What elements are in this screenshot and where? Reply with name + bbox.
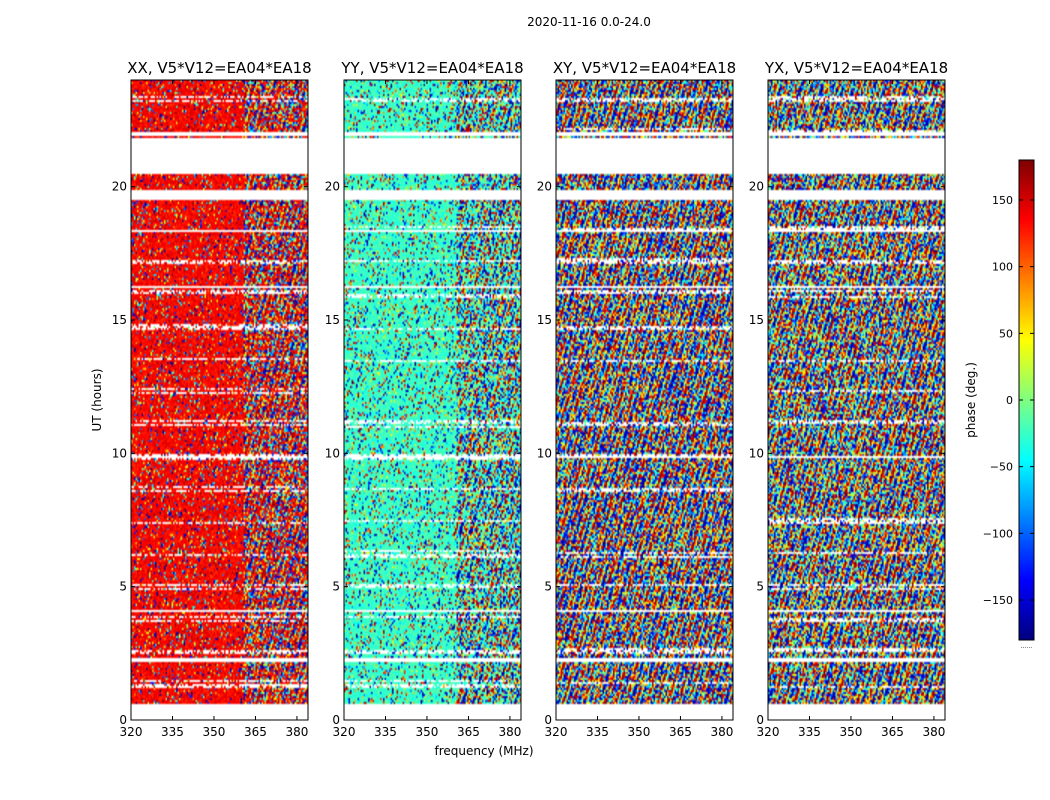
x-tick-label: 380 xyxy=(922,725,945,739)
y-tick-label: 0 xyxy=(756,713,764,727)
panel-title: YX, V5*V12=EA04*EA18 xyxy=(764,59,948,77)
x-tick-label: 335 xyxy=(586,725,609,739)
colorbar-tick-label: −50 xyxy=(990,461,1013,474)
x-axis-label: frequency (MHz) xyxy=(434,744,533,758)
x-tick-label: 365 xyxy=(244,725,267,739)
x-tick-label: 350 xyxy=(416,725,439,739)
x-tick-label: 380 xyxy=(710,725,733,739)
y-tick-label: 20 xyxy=(749,180,764,194)
y-tick-label: 15 xyxy=(112,313,127,327)
plot-frame xyxy=(767,79,946,721)
x-tick-label: 365 xyxy=(457,725,480,739)
heatmap-image xyxy=(768,80,945,720)
panel-title: XY, V5*V12=EA04*EA18 xyxy=(553,59,736,77)
colorbar-tick-label: 0 xyxy=(1006,394,1013,407)
y-tick-label: 15 xyxy=(325,313,340,327)
panels-group: XX, V5*V12=EA04*EA18 320 335 350 365 380 0 5 10 1… xyxy=(112,59,948,739)
y-tick-label: 15 xyxy=(537,313,552,327)
x-tick-label: 335 xyxy=(374,725,397,739)
plot-frame xyxy=(555,79,734,721)
panel-2: YY, V5*V12=EA04*EA18 320 335 350 365 380 0 5 10 1… xyxy=(325,59,524,739)
x-tick-label: 365 xyxy=(881,725,904,739)
figure-title: 2020-11-16 0.0-24.0 xyxy=(527,15,651,29)
y-tick-label: 10 xyxy=(537,446,552,460)
plot-frame xyxy=(343,79,522,721)
colorbar-tick-label: 150 xyxy=(992,194,1013,207)
panel-1: XX, V5*V12=EA04*EA18 320 335 350 365 380 0 5 10 1… xyxy=(112,59,312,739)
y-tick-label: 20 xyxy=(325,180,340,194)
x-tick-label: 365 xyxy=(669,725,692,739)
colorbar-tick-label: −150 xyxy=(983,594,1013,607)
y-tick-label: 5 xyxy=(119,580,127,594)
panel-4: YX, V5*V12=EA04*EA18 320 335 350 365 380 0 5 10 1… xyxy=(749,59,948,739)
y-tick-label: 0 xyxy=(332,713,340,727)
y-tick-label: 15 xyxy=(749,313,764,327)
x-tick-label: 335 xyxy=(798,725,821,739)
heatmap-image xyxy=(131,80,308,720)
panel-title: XX, V5*V12=EA04*EA18 xyxy=(127,59,311,77)
x-tick-label: 380 xyxy=(498,725,521,739)
y-tick-label: 20 xyxy=(537,180,552,194)
heatmap-image xyxy=(556,80,733,720)
x-tick-label: 335 xyxy=(161,725,184,739)
x-tick-label: 320 xyxy=(545,725,568,739)
y-tick-label: 10 xyxy=(112,446,127,460)
panel-title: YY, V5*V12=EA04*EA18 xyxy=(340,59,523,77)
y-tick-label: 10 xyxy=(325,446,340,460)
y-tick-label: 10 xyxy=(749,446,764,460)
x-tick-label: 350 xyxy=(628,725,651,739)
x-tick-label: 320 xyxy=(120,725,143,739)
y-tick-label: 5 xyxy=(756,580,764,594)
colorbar-footer: ...... xyxy=(1021,643,1033,650)
colorbar: 150 100 50 0 −50 −100 −150 phase (deg.)...... xyxy=(964,159,1035,650)
colorbar-tick-label: −100 xyxy=(983,527,1013,540)
y-tick-label: 0 xyxy=(119,713,127,727)
plot-frame xyxy=(130,79,309,721)
x-tick-label: 350 xyxy=(203,725,226,739)
x-tick-label: 320 xyxy=(757,725,780,739)
colorbar-tick-label: 100 xyxy=(992,261,1013,274)
y-tick-label: 0 xyxy=(544,713,552,727)
x-tick-label: 350 xyxy=(840,725,863,739)
colorbar-label: phase (deg.) xyxy=(964,362,978,438)
colorbar-tick-label: 50 xyxy=(999,327,1013,340)
x-tick-label: 380 xyxy=(285,725,308,739)
x-tick-label: 320 xyxy=(333,725,356,739)
y-tick-label: 5 xyxy=(332,580,340,594)
heatmap-image xyxy=(344,80,521,720)
panel-3: XY, V5*V12=EA04*EA18 320 335 350 365 380 0 5 10 1… xyxy=(537,59,736,739)
y-tick-label: 20 xyxy=(112,180,127,194)
y-tick-label: 5 xyxy=(544,580,552,594)
y-axis-label: UT (hours) xyxy=(90,368,104,431)
